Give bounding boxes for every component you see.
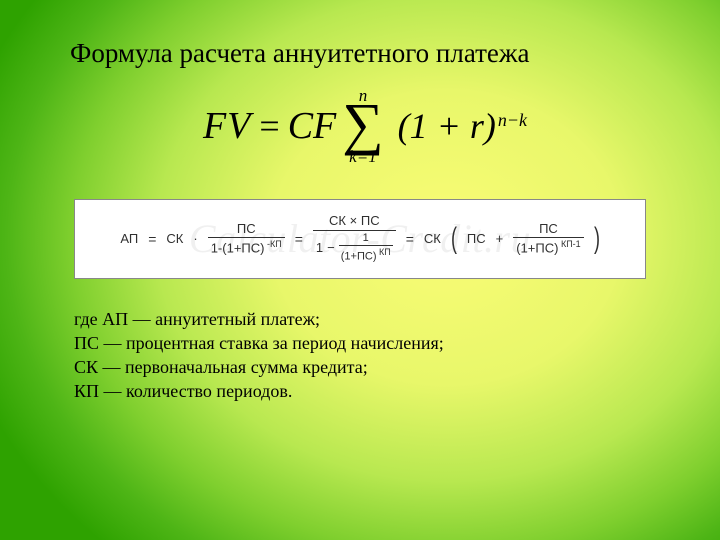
t-ap: АП: [120, 231, 138, 246]
frac3-num: ПС: [536, 221, 561, 238]
def-sk: СК — первоначальная сумма кредита;: [74, 355, 660, 379]
formula-annuity: АП = СК · ПС 1-(1+ПС) -КП = СК × ПС 1− 1: [120, 213, 599, 264]
frac2-den: 1− 1 (1+ПС) КП: [313, 230, 396, 264]
definitions: где АП — аннуитетный платеж; ПС — процен…: [74, 307, 660, 404]
sigma-symbol: ∑: [342, 102, 383, 146]
frac2-num: СК × ПС: [326, 213, 383, 230]
frac1-num: ПС: [234, 221, 259, 238]
t-dot1: ·: [193, 231, 197, 246]
page-title: Формула расчета аннуитетного платежа: [70, 38, 660, 69]
frac-3: ПС (1+ПС) КП-1: [513, 221, 583, 257]
formula-image-box: Calculator-Credit.ru АП = СК · ПС 1-(1+П…: [74, 199, 646, 279]
def-kp: КП — количество периодов.: [74, 379, 660, 403]
lparen-big: (: [451, 227, 457, 251]
formula-coef: CF: [288, 104, 337, 148]
formula-fv: FV = CF n ∑ k=1 (1 + r) n−k: [150, 87, 580, 165]
formula-term: (1 + r) n−k: [398, 108, 527, 144]
t-ps3a: ПС: [467, 231, 486, 246]
def-ap: где АП — аннуитетный платеж;: [74, 307, 660, 331]
frac-1: ПС 1-(1+ПС) -КП: [208, 221, 285, 257]
t-sk1: СК: [166, 231, 183, 246]
sigma: n ∑ k=1: [342, 87, 383, 165]
t-eq2: =: [295, 231, 303, 247]
frac1-den: 1-(1+ПС) -КП: [208, 237, 285, 256]
sigma-lower: k=1: [349, 148, 377, 165]
frac3-den: (1+ПС) КП-1: [513, 237, 583, 256]
def-ps: ПС — процентная ставка за период начисле…: [74, 331, 660, 355]
frac-2: СК × ПС 1− 1 (1+ПС) КП: [313, 213, 396, 264]
formula-eq: =: [251, 105, 287, 147]
formula-exp: n−k: [498, 110, 527, 131]
formula-base: (1 + r): [398, 108, 496, 144]
formula-lhs: FV: [203, 104, 251, 148]
t-plus3: +: [496, 231, 504, 246]
t-eq3: =: [406, 231, 414, 247]
t-eq1: =: [148, 231, 156, 247]
frac2-inner: 1 (1+ПС) КП: [339, 232, 393, 264]
t-sk3: СК: [424, 231, 441, 246]
rparen-big: ): [594, 227, 600, 251]
